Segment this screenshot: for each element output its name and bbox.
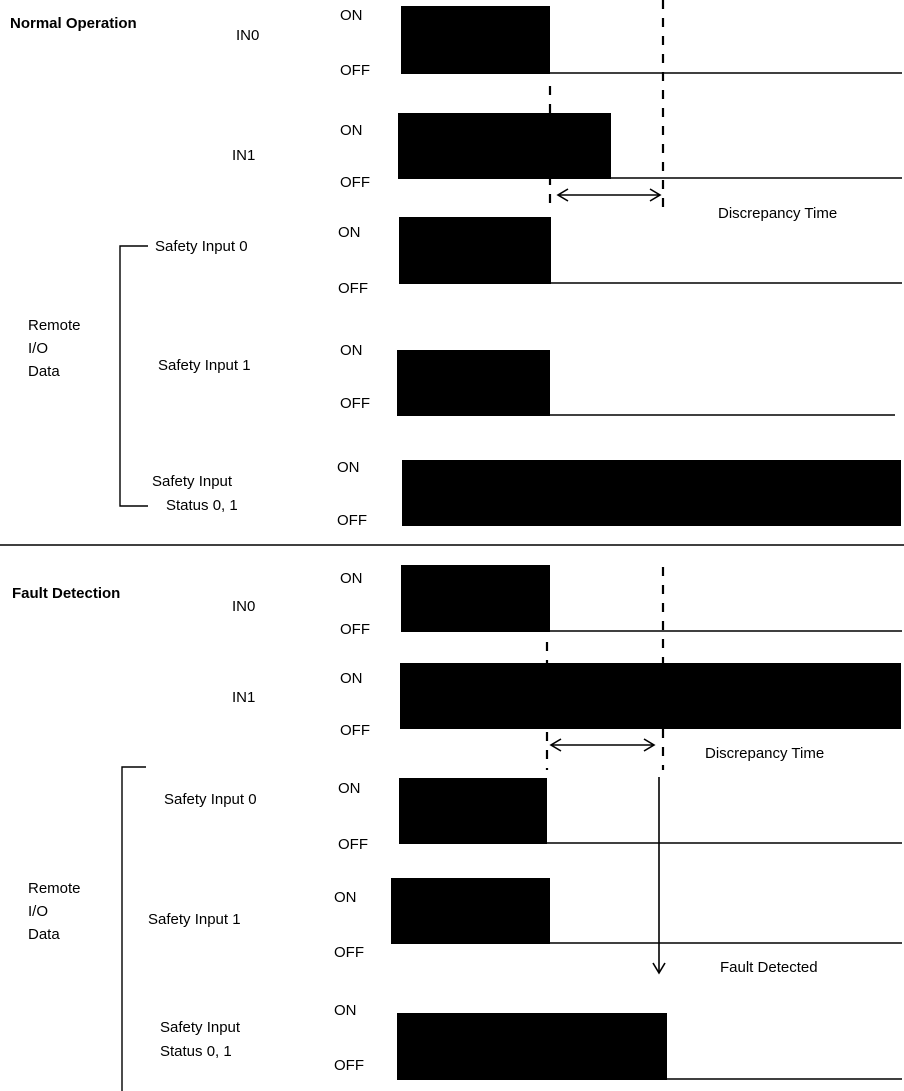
signal-label-safety-input-1: Safety Input 1 — [158, 357, 251, 374]
signal-pulse — [401, 565, 550, 632]
section-title: Fault Detection — [12, 585, 120, 602]
group-label-line: Remote — [28, 880, 81, 897]
signal-label-safety-input-0: Safety Input 0 — [155, 238, 248, 255]
off-label: OFF — [334, 944, 364, 961]
signal-pulse — [397, 1013, 667, 1080]
signal-pulse — [399, 778, 547, 844]
group-label-line: Remote — [28, 317, 81, 334]
group-label-line: Data — [28, 363, 60, 380]
signal-label-in0: IN0 — [232, 598, 255, 615]
group-label-line: I/O — [28, 903, 48, 920]
on-label: ON — [334, 889, 357, 906]
off-label: OFF — [340, 62, 370, 79]
off-label: OFF — [340, 621, 370, 638]
signal-pulse — [402, 460, 901, 526]
signal-label-safety-input-1: Safety Input 1 — [148, 911, 241, 928]
signal-pulse — [397, 350, 550, 416]
discrepancy-arrow — [549, 738, 656, 752]
signal-pulse — [399, 217, 551, 284]
group-bracket — [121, 766, 146, 1091]
signal-label-safety-input-0: Safety Input 0 — [164, 791, 257, 808]
signal-label-status-line: Safety Input — [160, 1019, 241, 1036]
section-normal-operation: Normal Operation IN0 ON OFF IN1 ON OFF D… — [10, 0, 902, 529]
signal-pulse — [400, 663, 901, 729]
off-label: OFF — [338, 280, 368, 297]
on-label: ON — [340, 570, 363, 587]
group-label-line: I/O — [28, 340, 48, 357]
section-fault-detection: Fault Detection IN0 ON OFF IN1 ON OFF Di… — [12, 565, 902, 1091]
discrepancy-arrow — [556, 188, 662, 202]
on-label: ON — [337, 459, 360, 476]
off-label: OFF — [340, 395, 370, 412]
on-label: ON — [338, 780, 361, 797]
signal-pulse — [398, 113, 611, 179]
off-label: OFF — [340, 174, 370, 191]
off-label: OFF — [338, 836, 368, 853]
signal-pulse — [391, 878, 550, 944]
signal-label-in1: IN1 — [232, 689, 255, 706]
group-bracket — [119, 245, 148, 507]
fault-detected-arrow — [652, 777, 666, 975]
signal-label-status-line: Status 0, 1 — [166, 497, 238, 514]
on-label: ON — [340, 7, 363, 24]
signal-label-in1: IN1 — [232, 147, 255, 164]
discrepancy-time-label: Discrepancy Time — [718, 205, 837, 222]
on-label: ON — [334, 1002, 357, 1019]
off-label: OFF — [334, 1057, 364, 1074]
discrepancy-time-label: Discrepancy Time — [705, 745, 824, 762]
off-label: OFF — [337, 512, 367, 529]
on-label: ON — [340, 122, 363, 139]
on-label: ON — [338, 224, 361, 241]
signal-label-in0: IN0 — [236, 27, 259, 44]
off-label: OFF — [340, 722, 370, 739]
on-label: ON — [340, 670, 363, 687]
signal-label-status-line: Safety Input — [152, 473, 233, 490]
group-label-line: Data — [28, 926, 60, 943]
fault-detected-label: Fault Detected — [720, 959, 818, 976]
section-title: Normal Operation — [10, 15, 137, 32]
signal-pulse — [401, 6, 550, 74]
signal-label-status-line: Status 0, 1 — [160, 1043, 232, 1060]
on-label: ON — [340, 342, 363, 359]
